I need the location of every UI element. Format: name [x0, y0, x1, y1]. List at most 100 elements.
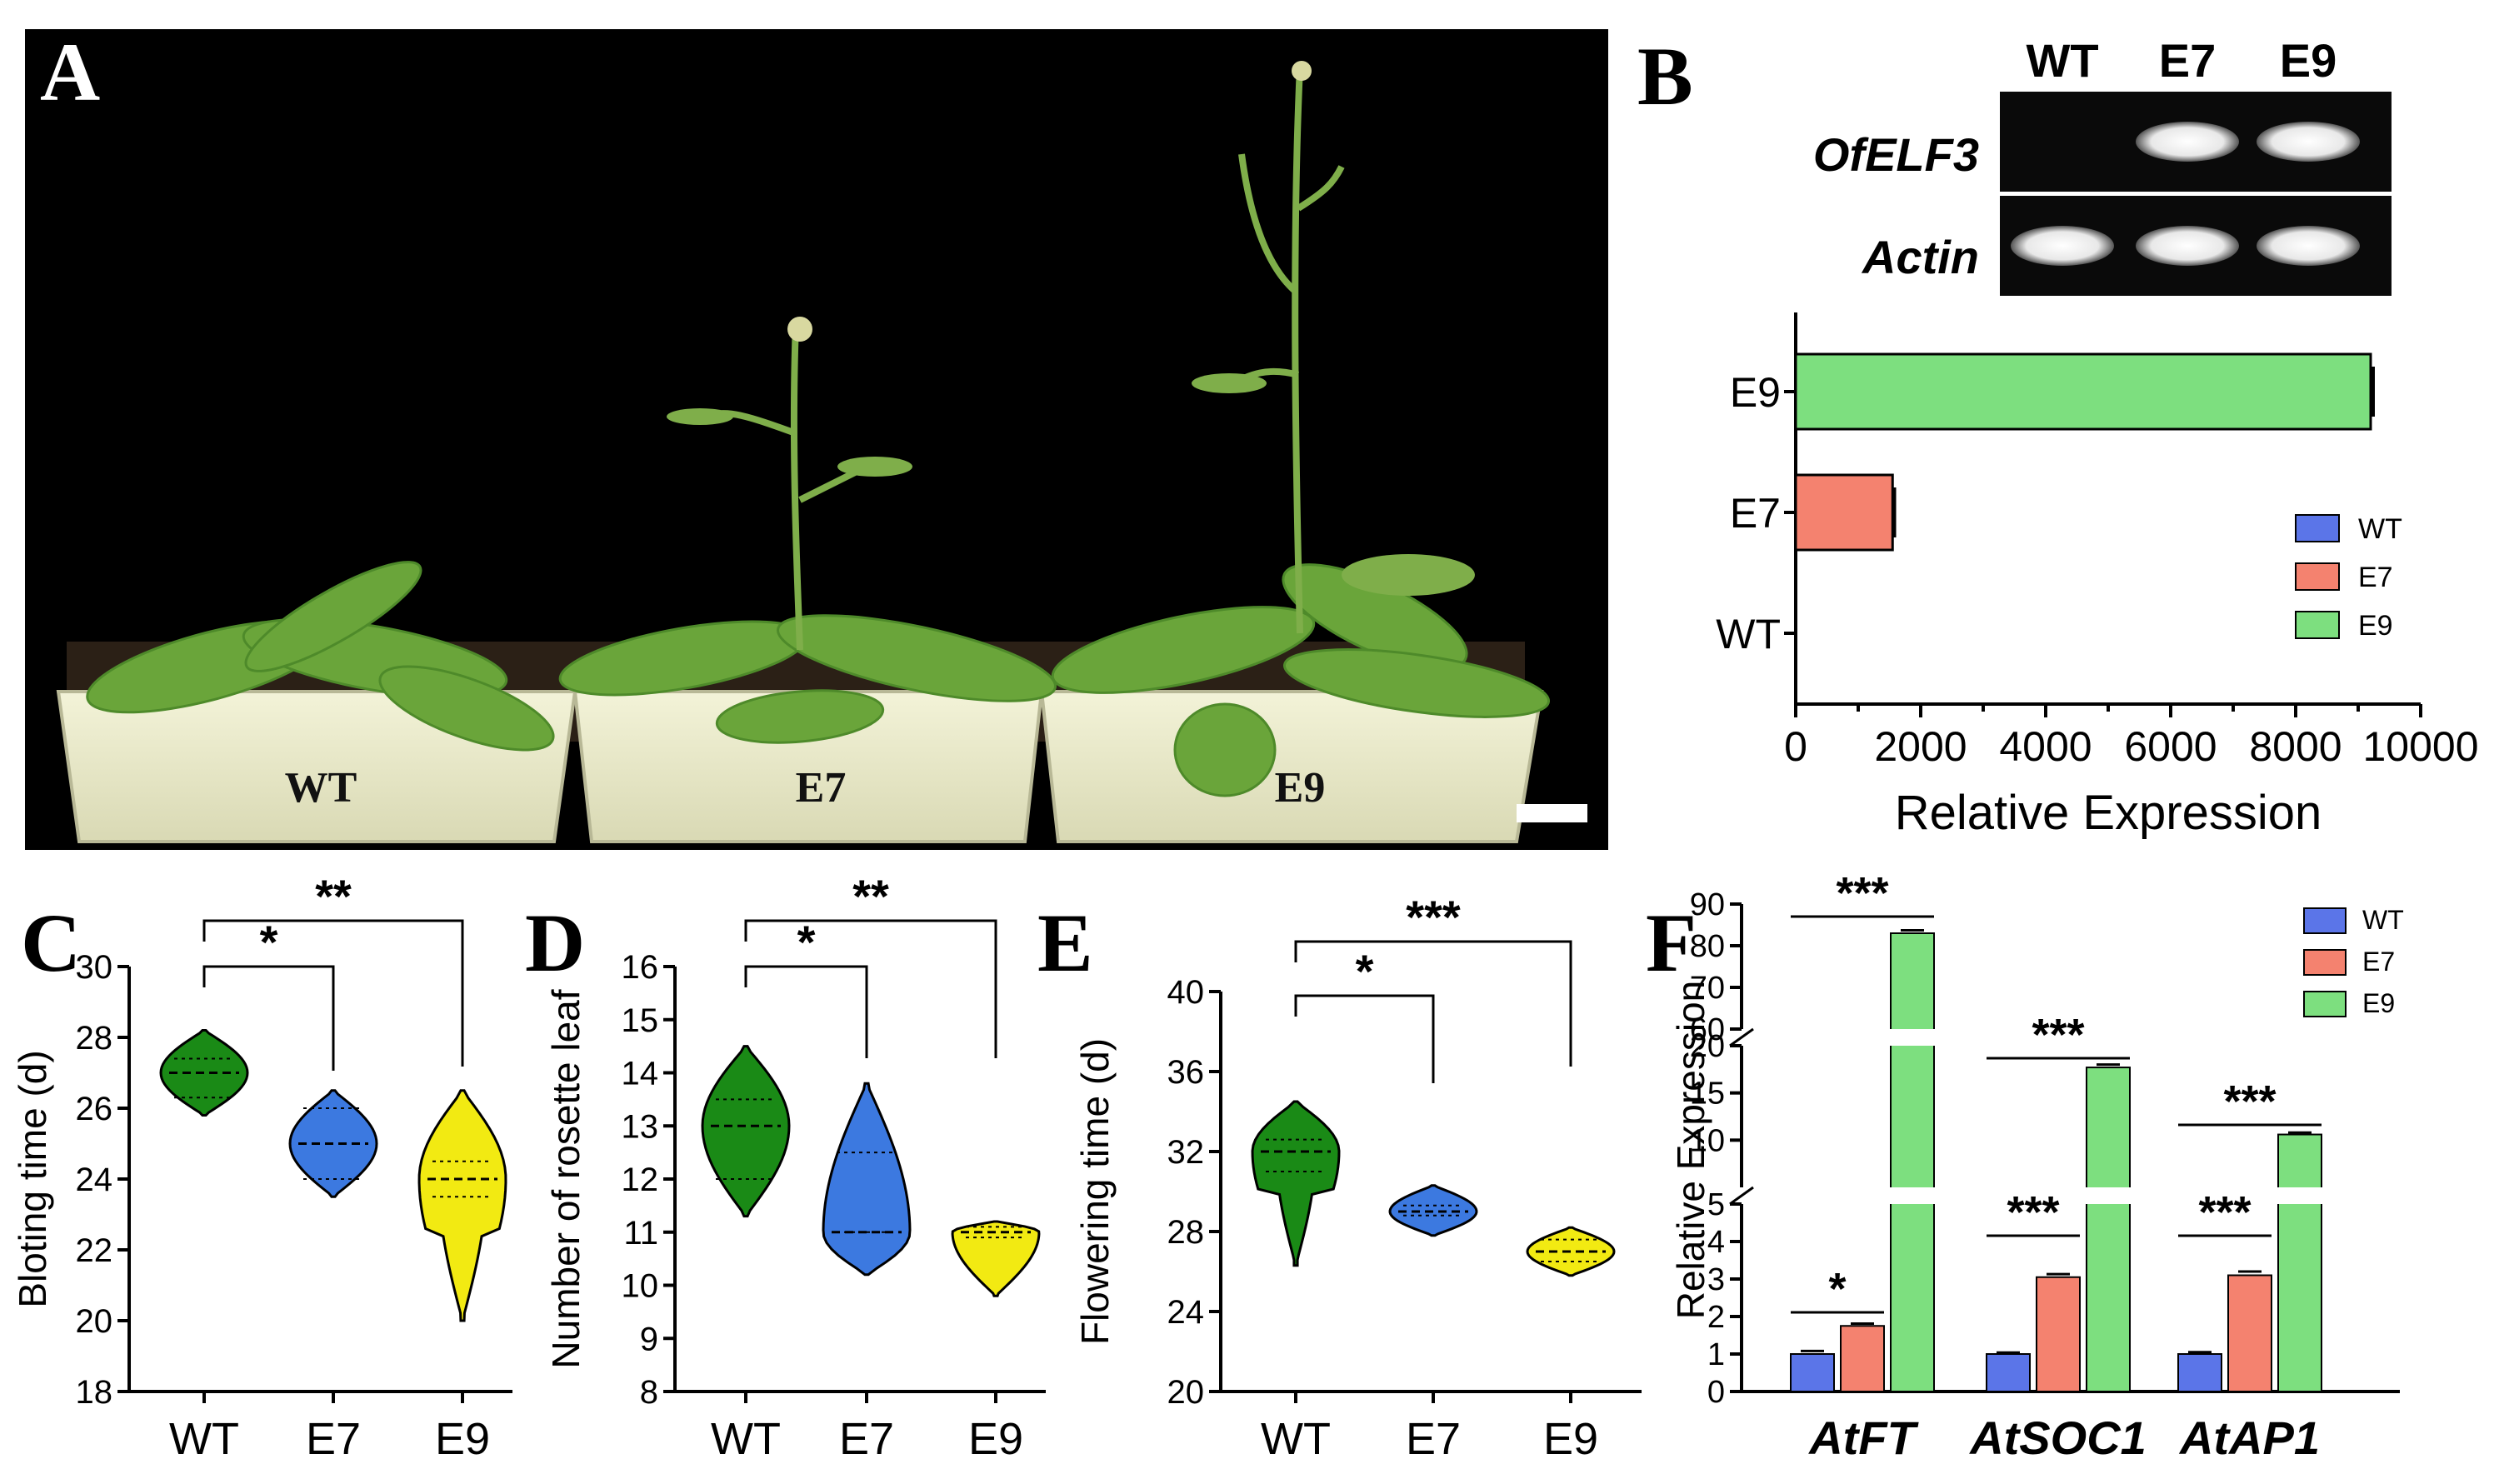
violin-wt	[1251, 1100, 1341, 1267]
x-tick-label: E9	[968, 1414, 1023, 1464]
bar-break-gap	[2277, 1187, 2323, 1204]
violin-e7	[822, 1082, 912, 1277]
bar-e9	[1794, 352, 2372, 431]
x-tick-label: E7	[839, 1414, 894, 1464]
y-tick-label: 1	[1707, 1337, 1725, 1372]
gel-lane-e7: E7	[2159, 34, 2217, 87]
significance-bracket	[202, 919, 464, 1067]
legend-swatch-e7	[2303, 949, 2347, 976]
legend-swatch-wt	[2295, 514, 2340, 542]
panel-letter-b: B	[1637, 30, 1693, 122]
y-tick-label: 36	[1167, 1054, 1205, 1091]
x-tick-label: E9	[1543, 1414, 1598, 1464]
significance-stars: *	[797, 916, 816, 968]
legend-swatch-e9	[2295, 611, 2340, 639]
legend-label-e7: E7	[2362, 947, 2395, 977]
axis-break-mark	[1729, 1186, 1754, 1206]
violin-wt	[701, 1045, 791, 1218]
panel-letter-e: E	[1037, 897, 1093, 989]
bar-atft-wt	[1790, 1353, 1835, 1392]
x-tick-label: 0	[1784, 723, 1807, 770]
significance-stars: ***	[2007, 1187, 2059, 1237]
significance-bracket	[1294, 940, 1572, 1067]
significance-stars: **	[852, 870, 889, 922]
y-tick-label: 10	[622, 1268, 659, 1305]
panel-letter-c: C	[21, 897, 81, 989]
bar-atap1-e9	[2277, 1133, 2322, 1392]
significance-stars: ***	[2223, 1077, 2276, 1127]
y-tick-label: 8	[640, 1374, 658, 1411]
significance-stars: ***	[2032, 1010, 2084, 1060]
y-axis-title: Flowering time (d)	[1073, 1038, 1117, 1345]
gel-row-label-actin: Actin	[1861, 231, 1979, 283]
y-tick-label: 24	[1167, 1294, 1205, 1331]
legend-label-e9: E9	[2362, 988, 2395, 1018]
y-tick-label: 12	[622, 1162, 659, 1198]
x-tick-label: WT	[711, 1414, 781, 1464]
scale-bar	[1517, 804, 1587, 822]
y-tick-label: 20	[76, 1303, 113, 1340]
bar-atap1-wt	[2177, 1353, 2222, 1392]
legend-label-wt: WT	[2358, 513, 2402, 545]
x-tick-label: AtSOC1	[1968, 1412, 2147, 1464]
gel-band-actin-e9	[2257, 226, 2360, 266]
y-tick-label: 18	[76, 1374, 113, 1411]
bar-atft-e9	[1890, 932, 1935, 1392]
bar-atsoc1-e7	[2036, 1276, 2081, 1392]
x-tick-label: AtAP1	[2178, 1412, 2320, 1464]
significance-stars: *	[1356, 945, 1374, 997]
y-tick-label: 10	[1690, 1123, 1725, 1158]
y-tick-label: 4	[1707, 1225, 1725, 1260]
y-tick-label: 3	[1707, 1262, 1725, 1297]
significance-stars: ***	[1836, 868, 1888, 918]
panel-letter-d: D	[525, 897, 585, 989]
legend-label-wt: WT	[2362, 905, 2404, 935]
bar-atap1-e7	[2227, 1274, 2272, 1392]
x-tick-label: 6000	[2124, 723, 2217, 770]
significance-bracket	[202, 965, 335, 1071]
significance-bracket	[1294, 994, 1435, 1083]
y-tick-label: 40	[1167, 974, 1205, 1011]
y-tick-label: 14	[622, 1056, 659, 1092]
y-tick-label: 28	[76, 1020, 113, 1057]
significance-stars: ***	[1406, 891, 1461, 943]
y-tick-label: 90	[1690, 887, 1725, 922]
legend-swatch-e9	[2303, 991, 2347, 1017]
y-tick-label: 16	[622, 949, 659, 986]
y-tick-label: 80	[1690, 929, 1725, 964]
y-tick-label: WT	[1716, 611, 1781, 657]
y-tick-label: 70	[1690, 971, 1725, 1006]
panel-letter-f: F	[1646, 897, 1697, 989]
pot-e7	[572, 690, 1044, 843]
pot-label-e9: E9	[1275, 764, 1326, 812]
bar-atft-e7	[1840, 1325, 1885, 1392]
x-tick-label: 8000	[2249, 723, 2342, 770]
legend-label-e9: E9	[2358, 610, 2393, 642]
y-tick-label: 24	[76, 1162, 113, 1198]
y-tick-label: 30	[76, 949, 113, 986]
pot-label-e7: E7	[796, 764, 847, 812]
violin-e9	[417, 1089, 507, 1322]
pot-label-wt: WT	[285, 764, 357, 812]
y-axis-title: Bloting time (d)	[11, 1050, 54, 1307]
gel-band-ofelf3-e7	[2136, 122, 2239, 162]
y-tick-label: 26	[76, 1091, 113, 1127]
x-tick-label: WT	[1261, 1414, 1331, 1464]
x-tick-label: E9	[435, 1414, 490, 1464]
gel-lane-wt: WT	[2026, 34, 2098, 87]
y-tick-label: 9	[640, 1321, 658, 1357]
y-tick-label: 15	[1690, 1077, 1725, 1112]
y-tick-label: 32	[1167, 1134, 1205, 1171]
bar-break-gap	[2085, 1187, 2132, 1204]
violin-e9	[951, 1220, 1041, 1297]
chart-b-horizontal-bar: 0 2000 4000 6000 8000 10000 Relative Expressio…	[1716, 312, 2479, 840]
y-tick-label: 15	[622, 1002, 659, 1039]
y-tick-label: 20	[1167, 1374, 1205, 1411]
significance-stars: **	[315, 870, 352, 922]
gel-band-actin-wt	[2011, 226, 2114, 266]
x-tick-label: 4000	[1999, 723, 2092, 770]
x-axis-title: Relative Expression	[1895, 786, 2322, 840]
bar-atsoc1-wt	[1986, 1353, 2031, 1392]
